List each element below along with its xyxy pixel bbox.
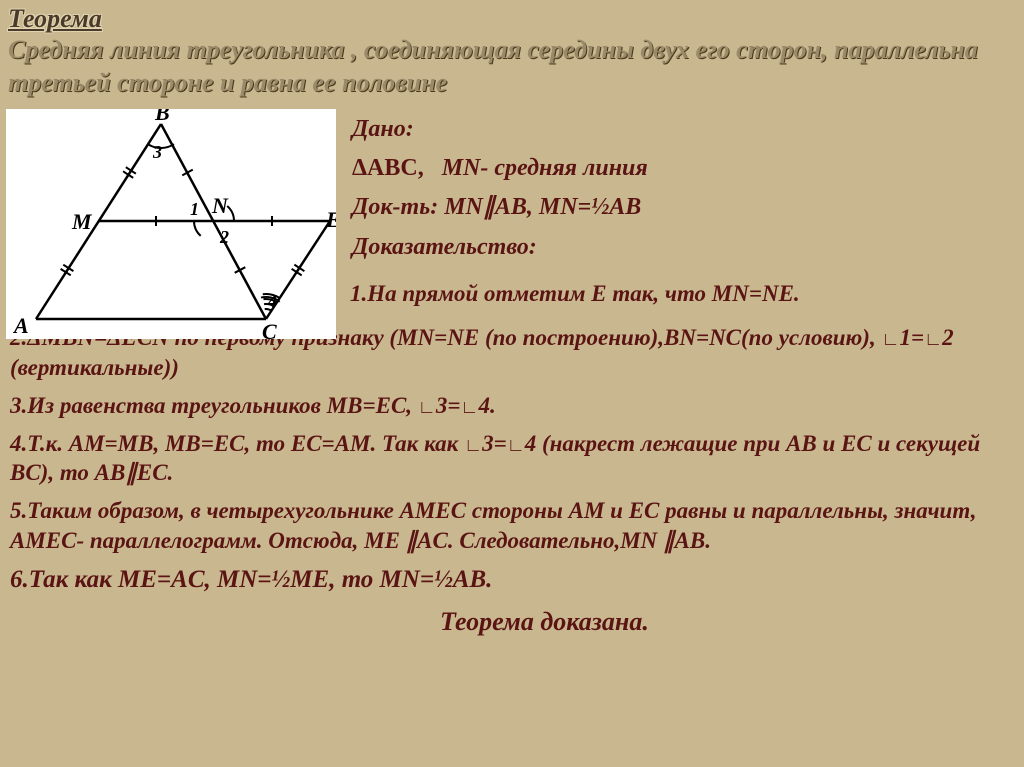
given-prove: Док-ть: MN∥AB, MN=½AB: [352, 189, 648, 226]
given-label: Дано:: [352, 111, 648, 148]
svg-text:1: 1: [190, 199, 199, 219]
theorem-statement: Средняя линия треугольника , соединяющая…: [0, 34, 1024, 105]
step-5: 5.Таким образом, в четырехугольнике AMEC…: [10, 496, 1014, 556]
svg-text:B: B: [154, 109, 170, 125]
step-4: 4.Т.к. AM=MB, MB=EC, то EC=AM. Так как ∟…: [10, 429, 1014, 489]
given-triangle: ΔABC, MN- средняя линия: [352, 150, 648, 187]
theorem-proved: Теорема доказана.: [10, 605, 1014, 639]
step-6: 6.Так как ME=AC, MN=½ME, то MN=½AB.: [10, 564, 1014, 597]
svg-text:M: M: [71, 209, 93, 234]
theorem-title: Теорема: [0, 0, 1024, 34]
svg-text:4: 4: [267, 291, 277, 311]
step-3: 3.Из равенства треугольников MB=EC, ∟3=∟…: [10, 391, 1014, 421]
triangle-diagram: A B C M N E 12 3 4: [6, 109, 336, 339]
svg-text:C: C: [262, 319, 277, 339]
svg-text:2: 2: [219, 227, 229, 247]
svg-text:3: 3: [152, 142, 162, 162]
proof-steps: 1.На прямой отметим E так, что MN=NE. 2.…: [0, 343, 1024, 640]
svg-text:E: E: [325, 207, 336, 232]
svg-text:N: N: [211, 193, 229, 218]
proof-label: Доказательство:: [352, 229, 648, 266]
svg-text:A: A: [12, 313, 29, 338]
given-block: Дано: ΔABC, MN- средняя линия Док-ть: MN…: [336, 105, 656, 274]
